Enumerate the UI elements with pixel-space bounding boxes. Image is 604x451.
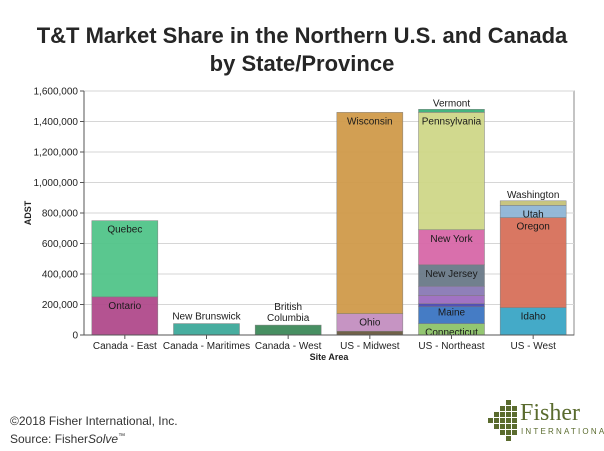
segment-label: Washington [507, 190, 559, 201]
source-trademark: ™ [118, 433, 126, 440]
bar-segment-unlabeled [418, 285, 485, 296]
chart-title: T&T Market Share in the Northern U.S. an… [0, 22, 604, 78]
source-product: Solve [88, 432, 119, 446]
y-tick-label: 200,000 [42, 300, 79, 311]
bar-segment-new-york [418, 229, 485, 266]
logo-tagline: INTERNATIONAL [521, 427, 604, 436]
segment-label: Oregon [516, 222, 549, 233]
bar-segment-ontario [91, 296, 159, 336]
y-tick-label: 1,000,000 [34, 178, 79, 189]
bar-segment-vermont [418, 109, 485, 113]
x-tick-label: US - Midwest [340, 341, 400, 352]
source-prefix: Source: Fisher [10, 432, 89, 446]
grid-layer [83, 90, 575, 336]
copyright-text: ©2018 Fisher International, Inc. [10, 414, 178, 428]
segment-label: Idaho [521, 312, 546, 323]
fisher-logo: Fisher INTERNATIONAL [488, 398, 604, 444]
bar-segment-unlabeled [336, 330, 404, 336]
segment-label: New Jersey [425, 269, 477, 280]
x-tick-label: Canada - Maritimes [163, 341, 250, 352]
y-tick-label: 800,000 [42, 209, 79, 220]
axis-layer: 0 200,000 400,000 600,000 800,000 1,000,000 1,… [23, 87, 574, 362]
segment-label: Vermont [433, 98, 470, 109]
segment-label: Quebec [107, 225, 142, 236]
chart-title-line1: T&T Market Share in the Northern U.S. an… [36, 23, 568, 48]
bar-segment-oregon [499, 217, 567, 308]
footer: ©2018 Fisher International, Inc. Source:… [10, 414, 178, 447]
logo-brand-name: Fisher [520, 400, 580, 426]
segment-label: Pennsylvania [422, 116, 482, 127]
y-tick-label: 400,000 [42, 270, 79, 281]
bar-segment-british-columbia [254, 324, 322, 336]
x-tick-label: Canada - West [255, 341, 322, 352]
stacked-bar-chart: Ontario Quebec New Brunswick British Columbi… [23, 87, 575, 362]
segment-label: Ohio [359, 318, 381, 329]
source-text: Source: FisherSolve™ [10, 429, 178, 447]
x-axis-title: Site Area [310, 352, 350, 362]
y-tick-label: 1,200,000 [34, 148, 79, 159]
y-tick-label: 600,000 [42, 239, 79, 250]
bar-segment-unlabeled [418, 295, 485, 304]
bar-segment-wisconsin [336, 112, 404, 314]
x-tick-label: Canada - East [93, 341, 157, 352]
x-tick-label: US - West [510, 341, 556, 352]
segment-label: Maine [438, 308, 466, 319]
segment-label: Ontario [108, 301, 141, 312]
segment-label: New York [430, 234, 473, 245]
y-tick-label: 0 [72, 331, 78, 342]
bar-segment-idaho [499, 307, 567, 336]
fisher-grid-logo-icon [488, 400, 517, 441]
bar-layer: Ontario Quebec New Brunswick British Columbi… [91, 98, 567, 339]
bar-segment-pennsylvania [418, 112, 485, 231]
y-tick-label: 1,600,000 [34, 87, 79, 98]
bar-segment-washington [499, 200, 567, 206]
y-axis-title: ADST [23, 200, 33, 225]
segment-label: Wisconsin [347, 116, 393, 127]
segment-label: British Columbia [267, 302, 310, 324]
segment-label: Connecticut [425, 328, 478, 339]
bar-segment-maine [418, 303, 485, 308]
x-tick-label: US - Northeast [418, 341, 484, 352]
segment-label: New Brunswick [172, 312, 241, 323]
bar-segment-quebec [91, 220, 159, 298]
segment-label: Utah [523, 209, 544, 220]
chart-title-line2: by State/Province [209, 51, 395, 76]
y-tick-label: 1,400,000 [34, 117, 79, 128]
bar-segment-new-brunswick [173, 323, 240, 336]
